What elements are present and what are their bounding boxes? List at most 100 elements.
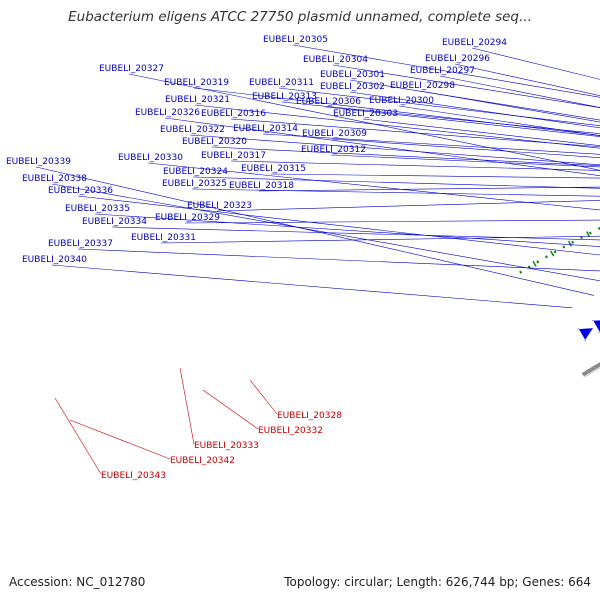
gene-leader-line [270,173,600,179]
gene-label-eubeli_20300: EUBELI_20300 [369,96,434,106]
gene-label-eubeli_20297: EUBELI_20297 [410,66,475,76]
gene-label-eubeli_20306: EUBELI_20306 [296,97,361,107]
gene-label-eubeli_20339: EUBELI_20339 [6,157,71,167]
gene-leader-line [249,379,278,415]
genome-backbone-shade [584,367,600,378]
gene-label-eubeli_20338: EUBELI_20338 [22,174,87,184]
gene-leader-line [419,90,600,123]
gene-leader-line [111,226,600,241]
gene-label-eubeli_20312: EUBELI_20312 [301,145,366,155]
length-value: 626,744 bp; [445,575,519,589]
gene-leader-line [147,162,600,211]
genome-backbone [581,362,600,377]
gene-leader-line [332,64,600,108]
gene-leader-line [325,106,600,137]
gene-leader-line [69,419,171,460]
gene-leader-line [193,87,600,136]
gene-label-eubeli_20316: EUBELI_20316 [201,109,266,119]
gene-label-eubeli_20332: EUBELI_20332 [258,426,323,436]
gene-leader-line [330,154,600,168]
gene-leader-line [262,133,600,155]
gene-label-eubeli_20315: EUBELI_20315 [241,164,306,174]
gene-leader-line [439,75,600,108]
gene-leader-line [471,47,600,80]
gene-label-eubeli_20320: EUBELI_20320 [182,137,247,147]
gene-label-eubeli_20324: EUBELI_20324 [163,167,228,177]
gene-leader-line [278,87,600,126]
gene-label-eubeli_20325: EUBELI_20325 [162,179,227,189]
gene-label-eubeli_20318: EUBELI_20318 [229,181,294,191]
gene-label-eubeli_20331: EUBELI_20331 [131,233,196,243]
gene-leader-line [281,101,600,135]
gene-leader-line [128,73,600,171]
accession-label: Accession: [9,575,73,589]
kbp-minor-tick [567,240,573,247]
gene-leader-line [192,176,600,189]
gene-leader-line [54,397,102,475]
gene-leader-line [230,118,600,148]
gene-label-eubeli_20336: EUBELI_20336 [48,186,113,196]
gene-label-eubeli_20323: EUBELI_20323 [187,201,252,211]
gene-label-eubeli_20302: EUBELI_20302 [320,82,385,92]
gene-leader-line [202,389,259,430]
gene-label-eubeli_20311: EUBELI_20311 [249,78,314,88]
accession-info: Accession: NC_012780 [9,575,145,589]
gene-label-eubeli_20343: EUBELI_20343 [101,471,166,481]
gene-label-eubeli_20322: EUBELI_20322 [160,125,225,135]
topology-label: Topology: [284,575,341,589]
gene-label-eubeli_20296: EUBELI_20296 [425,54,490,64]
gene-leader-line [194,104,600,149]
gene-label-eubeli_20335: EUBELI_20335 [65,204,130,214]
genes-value: 664 [568,575,591,589]
gene-label-eubeli_20303: EUBELI_20303 [333,109,398,119]
gene-label-eubeli_20298: EUBELI_20298 [390,81,455,91]
gene-label-eubeli_20330: EUBELI_20330 [118,153,183,163]
gene-leader-line [349,79,600,121]
gene-label-eubeli_20328: EUBELI_20328 [277,411,342,421]
accession-value: NC_012780 [76,575,146,589]
gene-label-eubeli_20333: EUBELI_20333 [194,441,259,451]
gene-leader-line [216,200,600,212]
kbp-minor-tick [532,260,537,267]
gene-leader-line [179,367,195,445]
gene-label-eubeli_20334: EUBELI_20334 [82,217,147,227]
gene-label-eubeli_20327: EUBELI_20327 [99,64,164,74]
gene-label-eubeli_20319: EUBELI_20319 [164,78,229,88]
sequence-summary: Topology: circular; Length: 626,744 bp; … [284,575,591,589]
page-title: Eubacterium eligens ATCC 27750 plasmid u… [68,9,532,25]
gene-label-eubeli_20317: EUBELI_20317 [201,151,266,161]
gene-label-eubeli_20314: EUBELI_20314 [233,124,298,134]
gene-leader-line [51,264,573,309]
gene-leader-line [230,160,600,171]
gene-leader-line [362,118,600,146]
kbp-minor-tick [586,231,591,238]
gene-label-eubeli_20342: EUBELI_20342 [170,456,235,466]
gene-label-eubeli_20304: EUBELI_20304 [303,55,368,65]
gene-label-eubeli_20321: EUBELI_20321 [165,95,230,105]
gene-label-eubeli_20309: EUBELI_20309 [302,129,367,139]
gene-leader-line [258,186,600,192]
gene-leader-line [51,183,600,282]
gene-label-eubeli_20301: EUBELI_20301 [320,70,385,80]
gene-leader-line [191,188,600,197]
gene-label-eubeli_20294: EUBELI_20294 [442,38,507,48]
gene-label-eubeli_20329: EUBELI_20329 [155,213,220,223]
gene-leader-line [184,219,600,224]
gene-label-eubeli_20337: EUBELI_20337 [48,239,113,249]
gene-leader-line [164,117,600,176]
kbp-minor-tick [550,250,555,257]
gene-leader-line [331,138,600,158]
gene-leader-line [160,235,600,244]
genes-label: Genes: [522,575,565,589]
gene-leader-line [94,213,600,247]
plus-strand-gene-arrow [591,320,600,333]
gene-label-eubeli_20313: EUBELI_20313 [252,92,317,102]
gene-leader-line [77,195,600,256]
plus-strand-gene-arrow [577,328,593,342]
gene-leader-line [77,248,600,272]
genome-map: 240 kbp245 kbp250 kbp255 kbp260 kbp265 k… [6,35,600,481]
gene-leader-line [292,44,600,98]
gene-label-eubeli_20326: EUBELI_20326 [135,108,200,118]
gene-leader-line [211,146,600,167]
